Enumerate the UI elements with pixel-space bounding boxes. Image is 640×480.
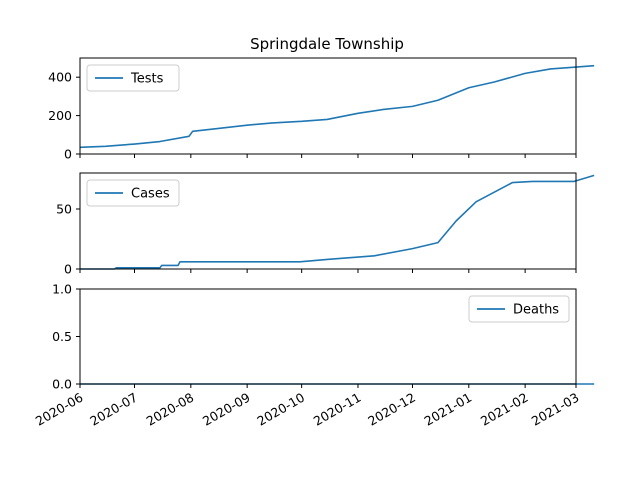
- panel-cases: 0 50 Cases: [56, 172, 595, 277]
- chart-title: Springdale Township: [250, 35, 404, 53]
- legend-box: [468, 295, 570, 323]
- legend-label: Tests: [130, 72, 164, 87]
- y-tick-label: 0.0: [52, 377, 72, 392]
- y-tick-label: 0.5: [52, 329, 72, 344]
- axes-frame: [79, 57, 577, 155]
- panel-deaths: 0.0 0.5 1.0 Deaths: [52, 282, 595, 392]
- legend-box: [86, 179, 180, 207]
- x-tick-label: 2020-11: [311, 390, 364, 429]
- panel-tests: 0 200 400 Tests: [48, 57, 595, 162]
- y-tick-label: 0: [64, 262, 72, 277]
- y-tick-label: 400: [48, 70, 72, 85]
- y-tick-label: 0: [64, 147, 72, 162]
- y-tick-label: 50: [56, 202, 72, 217]
- axes-frame: [79, 172, 577, 270]
- legend-box: [86, 64, 180, 92]
- legend-label: Deaths: [513, 303, 559, 318]
- series-line-tests: [79, 64, 595, 149]
- x-tick-label: 2020-06: [33, 390, 86, 429]
- y-tick-label: 1.0: [52, 282, 72, 297]
- legend: Cases: [86, 179, 180, 207]
- x-tick-label: 2020-10: [254, 390, 307, 429]
- x-tick-label: 2020-12: [365, 390, 418, 429]
- legend: Deaths: [468, 295, 570, 323]
- y-tick-label: 200: [48, 108, 72, 123]
- legend: Tests: [86, 64, 180, 92]
- series-line-cases: [80, 174, 595, 270]
- x-tick-label: 2021-02: [478, 390, 531, 429]
- legend-label: Cases: [131, 187, 170, 202]
- x-tick-label: 2020-08: [144, 390, 197, 429]
- x-tick-label: 2020-09: [200, 390, 253, 429]
- x-tick-label: 2020-07: [87, 390, 140, 429]
- x-tick-label: 2021-03: [529, 390, 582, 429]
- x-axis-labels: 2020-06 2020-07 2020-08 2020-09 2020-10 2020-…: [33, 390, 582, 429]
- panels-root: 0 200 400 Tests 0 50 Cases 0.0 0.5 1.0 Deaths 2020-…: [33, 57, 595, 429]
- x-tick-label: 2021-01: [422, 390, 475, 429]
